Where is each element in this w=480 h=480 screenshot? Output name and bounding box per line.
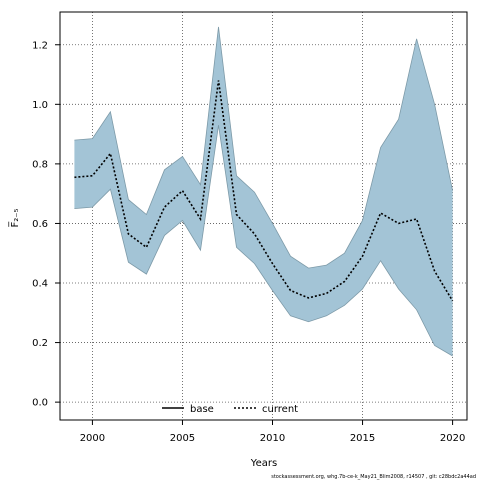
x-axis-title: Years (250, 458, 277, 469)
series (74, 80, 454, 302)
y-tick-label: 0.6 (32, 219, 48, 230)
x-tick-label: 2015 (350, 433, 375, 444)
x-axis-ticks: 2000 2005 2010 2015 2020 (80, 420, 465, 444)
y-axis-title: F̅₂₋₅ (8, 208, 21, 227)
plot-frame (59, 11, 468, 421)
y-tick-label: 0.2 (32, 338, 48, 349)
confidence-band-upper-edge (74, 26, 453, 269)
x-tick-label: 2005 (170, 433, 195, 444)
legend-label-base: base (190, 404, 214, 415)
y-tick-label: 1.2 (32, 40, 48, 51)
legend-label-current: current (262, 404, 298, 415)
x-tick-label: 2010 (260, 433, 285, 444)
y-tick-label: 0.0 (32, 398, 48, 409)
series-line-current (74, 80, 454, 302)
confidence-band (74, 26, 453, 357)
confidence-band-lower-edge (74, 125, 453, 357)
x-tick-label: 2020 (440, 433, 465, 444)
x-tick-label: 2000 (80, 433, 105, 444)
y-tick-label: 1.0 (32, 100, 48, 111)
y-tick-label: 0.4 (32, 279, 48, 290)
legend: base current (162, 404, 298, 415)
y-axis-ticks: 0.0 0.2 0.4 0.6 0.8 1.0 1.2 (32, 40, 60, 409)
y-tick-label: 0.8 (32, 159, 48, 170)
footer-credit: stockassessment.org, whg.7b-ce-k_May21_B… (271, 474, 476, 480)
